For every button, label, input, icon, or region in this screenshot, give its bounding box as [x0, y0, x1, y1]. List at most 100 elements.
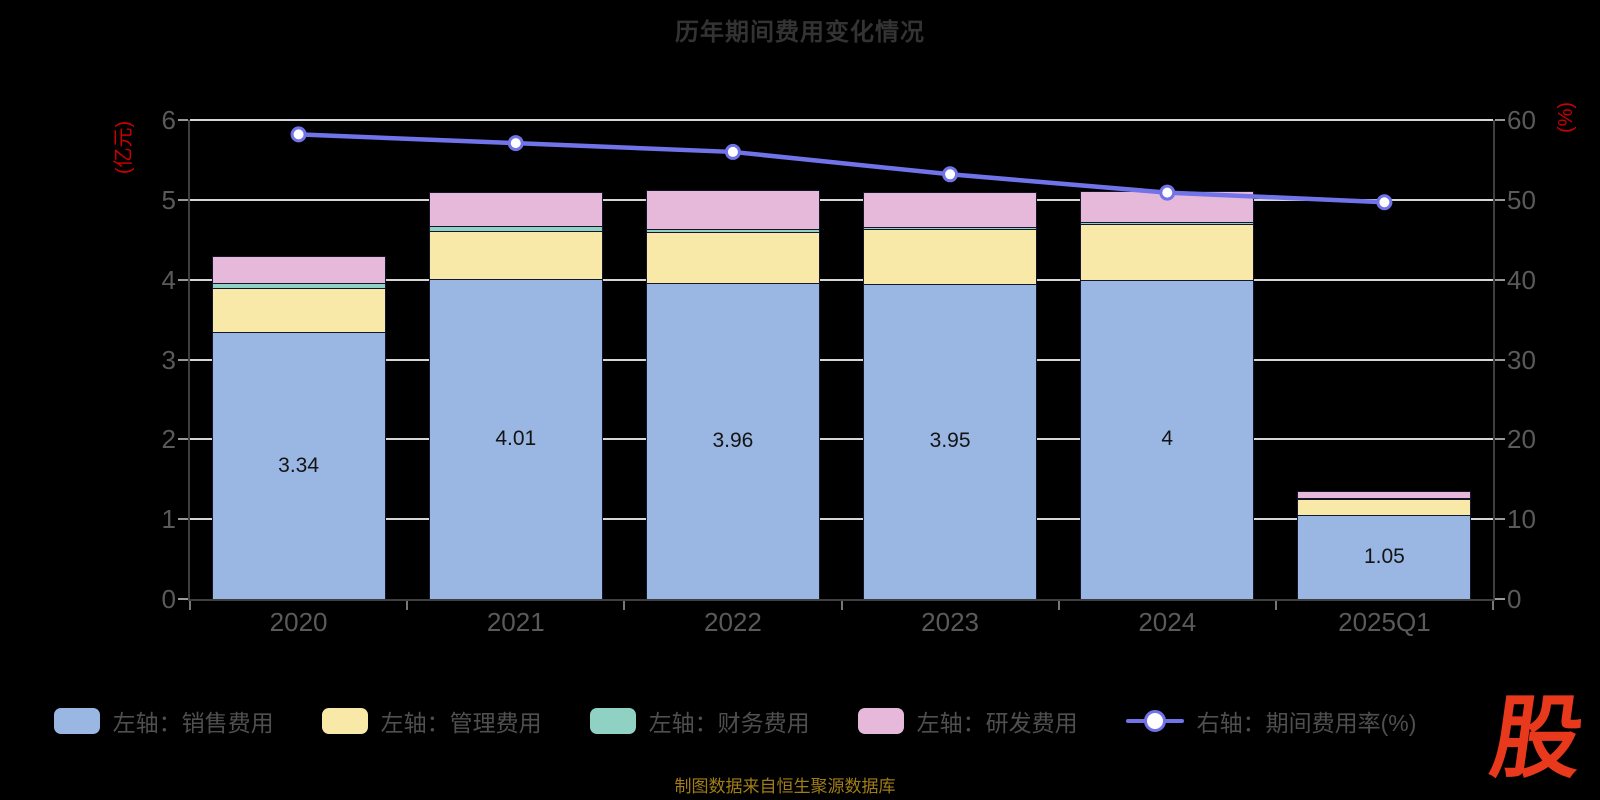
right-axis-tick-label: 60 [1507, 105, 1536, 135]
right-axis-tick-label: 40 [1507, 264, 1536, 295]
right-axis-tick [1495, 278, 1505, 281]
x-axis-label-2025Q1: 2025Q1 [1338, 607, 1431, 637]
brand-logo: 股 [1484, 689, 1590, 789]
legend-label: 左轴：销售费用 [112, 710, 274, 736]
legend-item-4[interactable]: 右轴：期间费用率(%) [1125, 704, 1417, 738]
legend-label: 左轴：财务费用 [648, 710, 810, 736]
x-axis-tick [189, 601, 191, 610]
line-marker-2022[interactable] [724, 143, 741, 160]
left-axis-tick [178, 438, 188, 441]
bar-segment-2024-s1[interactable] [1080, 222, 1255, 281]
gridline-2 [190, 438, 1493, 441]
x-axis-line [188, 599, 1495, 601]
gridline-3 [190, 358, 1493, 361]
right-axis-tick [1495, 358, 1505, 361]
left-axis-tick [178, 119, 188, 121]
right-axis-tick-label: 50 [1507, 184, 1536, 215]
bar-segment-2022-s2[interactable] [645, 227, 820, 233]
x-axis-tick [1057, 601, 1060, 610]
legend-line-dot [1143, 710, 1166, 732]
x-axis-tick [406, 601, 409, 610]
left-axis-line [188, 120, 190, 601]
bar-segment-2023-s0[interactable] [863, 282, 1038, 601]
bar-value-label-2024: 4 [1161, 427, 1174, 451]
right-axis-tick-label: 10 [1507, 504, 1536, 535]
bar-segment-2024-s2[interactable] [1080, 221, 1255, 225]
legend-swatch-icon [857, 708, 904, 734]
bar-segment-2020-s2[interactable] [211, 281, 386, 290]
bar-segment-2025Q1-s0[interactable] [1297, 514, 1472, 600]
bar-segment-2025Q1-s3[interactable] [1297, 490, 1472, 500]
left-axis-tick [178, 198, 188, 201]
left-axis-tick-label: 0 [161, 584, 176, 614]
x-axis-label-2022: 2022 [703, 607, 762, 637]
line-series-layer [290, 126, 1393, 211]
bar-segment-2025Q1-s2[interactable] [1297, 497, 1472, 501]
right-axis-tick [1495, 119, 1505, 121]
legend-item-0[interactable]: 左轴：销售费用 [53, 704, 274, 738]
bar-segment-2020-s3[interactable] [211, 255, 386, 284]
gridline-1 [190, 518, 1493, 521]
x-axis-tick [1492, 601, 1494, 610]
line-marker-2023[interactable] [942, 166, 959, 183]
gridline-5 [190, 198, 1493, 201]
right-axis-line [1493, 120, 1495, 601]
bar-value-label-2023: 3.95 [929, 429, 971, 453]
x-axis-label-2024: 2024 [1138, 607, 1197, 637]
bar-segment-2022-s0[interactable] [645, 281, 820, 601]
legend-item-3[interactable]: 左轴：研发费用 [857, 704, 1078, 738]
line-series-path [296, 132, 1387, 205]
bar-segment-2025Q1-s1[interactable] [1297, 498, 1472, 517]
bar-segment-2021-s0[interactable] [428, 277, 603, 601]
bar-value-label-2021: 4.01 [495, 426, 537, 450]
right-axis-unit-label: (%) [1555, 101, 1578, 134]
left-axis-tick-label: 2 [161, 424, 176, 455]
right-axis-tick-label: 0 [1507, 584, 1522, 614]
x-axis-label-2023: 2023 [921, 607, 979, 637]
bar-segment-2023-s3[interactable] [863, 191, 1038, 228]
bar-segment-2022-s1[interactable] [645, 230, 820, 284]
x-axis-label-2021: 2021 [486, 607, 545, 637]
legend-item-2[interactable]: 左轴：财务费用 [589, 704, 810, 738]
line-marker-2025Q1[interactable] [1376, 194, 1393, 211]
left-axis-tick-label: 5 [161, 184, 176, 215]
bar-segment-2020-s1[interactable] [211, 287, 386, 334]
right-axis-tick [1495, 438, 1505, 441]
bar-segment-2023-s1[interactable] [863, 228, 1038, 285]
x-axis-label-2020: 2020 [269, 607, 328, 637]
line-marker-2020[interactable] [290, 126, 307, 143]
line-marker-2024[interactable] [1159, 184, 1176, 201]
right-axis-tick-label: 30 [1507, 344, 1536, 375]
plot-area [178, 119, 1505, 610]
legend-line-marker-icon [1125, 708, 1184, 734]
bar-value-label-2022: 3.96 [712, 428, 754, 452]
bar-segment-2020-s0[interactable] [211, 331, 386, 600]
x-axis-tick [840, 601, 843, 610]
bar-value-label-2025Q1: 1.05 [1363, 545, 1405, 569]
legend-label: 右轴：期间费用率(%) [1196, 710, 1417, 736]
gridline-6 [190, 119, 1493, 121]
legend-label: 左轴：研发费用 [916, 710, 1078, 736]
left-axis-tick-label: 3 [161, 344, 176, 375]
gridline-4 [190, 278, 1493, 281]
left-axis-tick [178, 358, 188, 361]
left-axis-tick-label: 1 [161, 504, 176, 535]
x-axis-tick [1274, 601, 1277, 610]
bar-segment-2021-s1[interactable] [428, 229, 603, 280]
legend-label: 左轴：管理费用 [380, 710, 542, 736]
bar-segment-2021-s3[interactable] [428, 192, 603, 228]
bar-segment-2021-s2[interactable] [428, 225, 603, 232]
left-axis-tick [178, 518, 188, 521]
legend-swatch-icon [589, 708, 636, 734]
legend-item-1[interactable]: 左轴：管理费用 [321, 704, 542, 738]
left-axis-tick-label: 6 [161, 105, 176, 135]
bar-value-label-2020: 3.34 [278, 453, 320, 477]
left-axis-tick [178, 278, 188, 281]
line-marker-2021[interactable] [507, 135, 524, 152]
right-axis-tick [1495, 198, 1505, 201]
bar-segment-2022-s3[interactable] [645, 190, 820, 230]
right-axis-tick [1495, 598, 1505, 600]
bar-segment-2023-s2[interactable] [863, 225, 1038, 231]
bar-segment-2024-s0[interactable] [1080, 278, 1255, 601]
left-axis-tick-label: 4 [161, 264, 176, 295]
